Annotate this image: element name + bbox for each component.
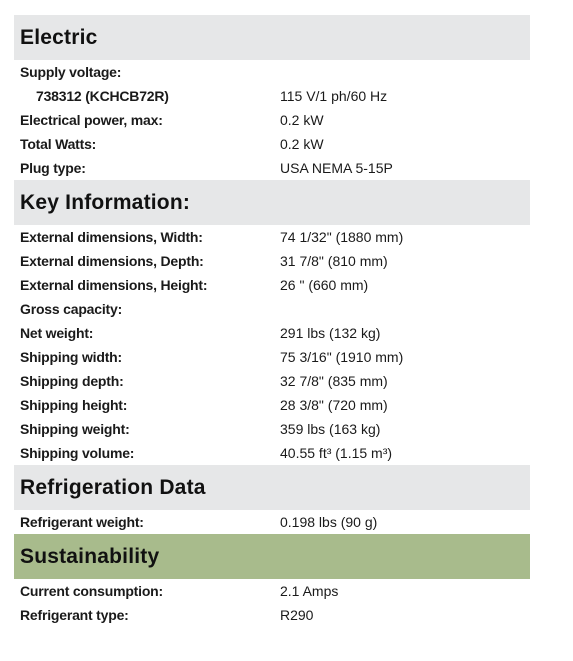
spec-label: Shipping depth:	[20, 373, 124, 389]
spec-sheet: Electric Supply voltage: 738312 (KCHCB72R)…	[14, 15, 530, 627]
section-title: Refrigeration Data	[14, 465, 530, 510]
spec-row: Shipping width: 75 3/16" (1910 mm)	[14, 345, 530, 369]
spec-row: Net weight: 291 lbs (132 kg)	[14, 321, 530, 345]
spec-row: Shipping weight: 359 lbs (163 kg)	[14, 417, 530, 441]
spec-label: Gross capacity:	[20, 301, 123, 317]
spec-section: Key Information: External dimensions, Wid…	[14, 180, 530, 465]
spec-value: USA NEMA 5-15P	[280, 160, 393, 176]
spec-row: Total Watts: 0.2 kW	[14, 132, 530, 156]
spec-value: 40.55 ft³ (1.15 m³)	[280, 445, 393, 461]
spec-row: Shipping height: 28 3/8" (720 mm)	[14, 393, 530, 417]
spec-label: Total Watts:	[20, 136, 97, 152]
spec-row: Gross capacity:	[14, 297, 530, 321]
spec-value: 26 " (660 mm)	[280, 277, 369, 293]
spec-value: 115 V/1 ph/60 Hz	[280, 88, 388, 104]
spec-value: 32 7/8" (835 mm)	[280, 373, 388, 389]
spec-value: 2.1 Amps	[280, 583, 339, 599]
spec-label: Current consumption:	[20, 583, 163, 599]
spec-label: Refrigerant weight:	[20, 514, 144, 530]
section-title: Sustainability	[14, 534, 530, 579]
spec-row: Current consumption: 2.1 Amps	[14, 579, 530, 603]
spec-label: External dimensions, Width:	[20, 229, 203, 245]
spec-label: Shipping height:	[20, 397, 128, 413]
spec-label: External dimensions, Height:	[20, 277, 208, 293]
spec-label: Shipping volume:	[20, 445, 135, 461]
section-title: Key Information:	[14, 180, 530, 225]
spec-value: 75 3/16" (1910 mm)	[280, 349, 404, 365]
spec-label: Refrigerant type:	[20, 607, 129, 623]
spec-row: Refrigerant weight: 0.198 lbs (90 g)	[14, 510, 530, 534]
spec-row: 738312 (KCHCB72R) 115 V/1 ph/60 Hz	[14, 84, 530, 108]
spec-value: 31 7/8" (810 mm)	[280, 253, 388, 269]
spec-value: 0.2 kW	[280, 112, 324, 128]
spec-value: R290	[280, 607, 314, 623]
spec-row: External dimensions, Height: 26 " (660 mm…	[14, 273, 530, 297]
spec-section: Refrigeration Data Refrigerant weight: 0.1…	[14, 465, 530, 534]
spec-row: External dimensions, Depth: 31 7/8" (810 …	[14, 249, 530, 273]
spec-label: Net weight:	[20, 325, 94, 341]
spec-label: 738312 (KCHCB72R)	[36, 88, 169, 104]
spec-label: Supply voltage:	[20, 64, 122, 80]
spec-label: Shipping weight:	[20, 421, 130, 437]
section-title: Electric	[14, 15, 530, 60]
spec-row: Plug type: USA NEMA 5-15P	[14, 156, 530, 180]
spec-row: Shipping volume: 40.55 ft³ (1.15 m³)	[14, 441, 530, 465]
spec-section: Sustainability Current consumption: 2.1 Am…	[14, 534, 530, 627]
spec-value: 74 1/32" (1880 mm)	[280, 229, 404, 245]
spec-row: Electrical power, max: 0.2 kW	[14, 108, 530, 132]
spec-label: External dimensions, Depth:	[20, 253, 204, 269]
spec-section: Electric Supply voltage: 738312 (KCHCB72R)…	[14, 15, 530, 180]
spec-value: 291 lbs (132 kg)	[280, 325, 381, 341]
spec-row: Refrigerant type: R290	[14, 603, 530, 627]
spec-value: 0.2 kW	[280, 136, 324, 152]
spec-label: Electrical power, max:	[20, 112, 163, 128]
spec-label: Plug type:	[20, 160, 86, 176]
spec-value: 28 3/8" (720 mm)	[280, 397, 388, 413]
spec-value: 0.198 lbs (90 g)	[280, 514, 378, 530]
spec-label: Shipping width:	[20, 349, 122, 365]
spec-row: Shipping depth: 32 7/8" (835 mm)	[14, 369, 530, 393]
spec-row: Supply voltage:	[14, 60, 530, 84]
spec-row: External dimensions, Width: 74 1/32" (188…	[14, 225, 530, 249]
spec-value: 359 lbs (163 kg)	[280, 421, 381, 437]
